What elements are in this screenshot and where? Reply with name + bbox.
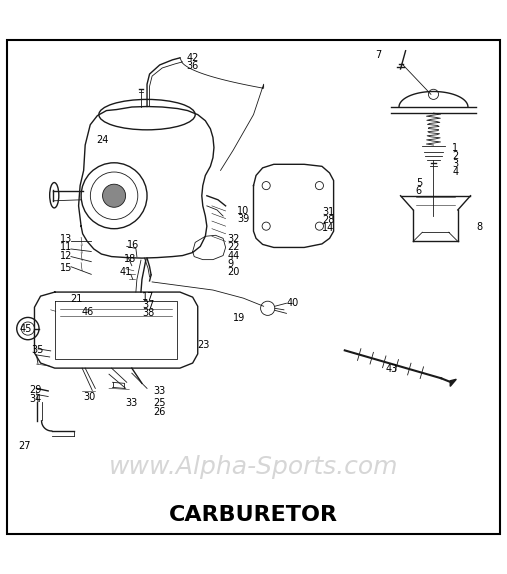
Text: 33: 33 (153, 386, 165, 397)
Text: 29: 29 (29, 385, 42, 395)
Text: 38: 38 (142, 308, 154, 319)
Text: 15: 15 (60, 263, 72, 273)
Text: 5: 5 (416, 177, 422, 188)
Text: 44: 44 (227, 251, 239, 261)
Text: 26: 26 (153, 407, 165, 417)
Text: 23: 23 (198, 340, 210, 350)
Text: 20: 20 (227, 267, 239, 277)
Text: 7: 7 (375, 50, 381, 60)
Text: 46: 46 (81, 307, 93, 317)
Text: 11: 11 (60, 242, 72, 253)
Text: 31: 31 (322, 207, 335, 217)
Text: 42: 42 (187, 53, 199, 63)
Polygon shape (450, 379, 456, 386)
Text: 36: 36 (187, 61, 199, 71)
Circle shape (102, 184, 126, 207)
Text: 35: 35 (31, 345, 44, 355)
Text: 28: 28 (322, 215, 335, 225)
Text: 41: 41 (119, 267, 131, 277)
Text: 17: 17 (142, 292, 154, 302)
Text: 18: 18 (124, 254, 136, 264)
Text: CARBURETOR: CARBURETOR (169, 505, 338, 525)
Text: 2: 2 (452, 151, 458, 161)
Text: 3: 3 (452, 160, 458, 169)
Text: 33: 33 (126, 398, 138, 408)
Text: 34: 34 (29, 394, 42, 404)
Text: 21: 21 (70, 294, 82, 304)
Text: 4: 4 (452, 168, 458, 177)
Text: 27: 27 (18, 441, 31, 451)
Text: 25: 25 (153, 398, 166, 408)
Text: 9: 9 (227, 259, 233, 269)
Text: 22: 22 (227, 242, 240, 253)
Text: 16: 16 (127, 241, 139, 250)
Text: 10: 10 (237, 206, 249, 216)
Text: 14: 14 (322, 223, 335, 233)
Text: www.Alpha-Sports.com: www.Alpha-Sports.com (108, 455, 399, 479)
Text: 6: 6 (416, 185, 422, 196)
Text: 13: 13 (60, 234, 72, 245)
Text: 12: 12 (60, 251, 72, 261)
Text: 32: 32 (227, 234, 239, 245)
Text: 24: 24 (96, 135, 108, 145)
Text: 43: 43 (385, 364, 397, 374)
Text: 40: 40 (286, 298, 299, 308)
Text: 30: 30 (84, 391, 96, 401)
Text: 1: 1 (452, 142, 458, 153)
Text: 37: 37 (142, 300, 154, 311)
Text: 8: 8 (477, 222, 483, 232)
Text: 45: 45 (19, 324, 31, 333)
Text: 39: 39 (237, 214, 249, 224)
Text: 19: 19 (233, 313, 245, 323)
